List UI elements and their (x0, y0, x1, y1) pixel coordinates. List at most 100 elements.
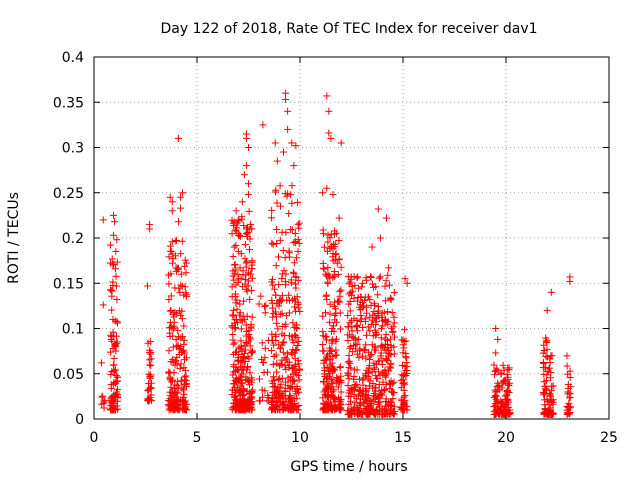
data-point (284, 125, 292, 133)
data-point (242, 271, 250, 279)
data-point (273, 402, 281, 410)
data-point (344, 369, 352, 377)
data-point (278, 406, 286, 414)
data-point (359, 298, 367, 306)
data-point (294, 371, 302, 379)
data-point (272, 333, 280, 341)
data-point (287, 279, 295, 287)
data-point (547, 391, 555, 399)
data-point (565, 409, 573, 417)
data-point (335, 214, 343, 222)
data-point (388, 388, 396, 396)
data-point (295, 304, 303, 312)
data-point (114, 373, 122, 381)
data-point (356, 386, 364, 394)
data-point (278, 309, 286, 317)
data-point (346, 397, 354, 405)
data-point (371, 409, 379, 417)
data-point (494, 398, 502, 406)
data-point (110, 361, 118, 369)
data-point (371, 395, 379, 403)
data-point (542, 334, 550, 342)
data-point (402, 353, 410, 361)
data-point (176, 288, 184, 296)
data-point (360, 345, 368, 353)
data-point (401, 397, 409, 405)
data-point (237, 337, 245, 345)
data-point (232, 290, 240, 298)
data-point (491, 410, 499, 418)
data-point (344, 312, 352, 320)
data-point (398, 404, 406, 412)
data-point (290, 323, 298, 331)
data-point (242, 376, 250, 384)
data-point (327, 384, 335, 392)
data-point (321, 403, 329, 411)
data-point (320, 243, 328, 251)
data-point (359, 279, 367, 287)
data-point (292, 332, 300, 340)
data-point (503, 370, 511, 378)
data-point (247, 349, 255, 357)
data-point (322, 270, 330, 278)
data-point (180, 364, 188, 372)
data-point (174, 406, 182, 414)
data-point (504, 373, 512, 381)
data-point (169, 310, 177, 318)
data-point (238, 213, 246, 221)
data-point (319, 259, 327, 267)
data-point (284, 107, 292, 115)
data-point (174, 218, 182, 226)
data-point (382, 409, 390, 417)
data-point (277, 202, 285, 210)
data-point (504, 364, 512, 372)
data-point (319, 347, 327, 355)
data-point (285, 210, 293, 218)
data-point (373, 330, 381, 338)
data-point (268, 206, 276, 214)
data-point (375, 357, 383, 365)
data-point (233, 227, 241, 235)
data-point (386, 381, 394, 389)
data-point (287, 383, 295, 391)
data-point (99, 216, 107, 224)
data-point (365, 382, 373, 390)
data-point (99, 301, 107, 309)
data-point (375, 312, 383, 320)
data-point (231, 325, 239, 333)
data-point (278, 270, 286, 278)
data-point (347, 407, 355, 415)
data-point (326, 372, 334, 380)
data-point (236, 374, 244, 382)
data-point (345, 400, 353, 408)
data-point (270, 352, 278, 360)
data-point (386, 405, 394, 413)
data-point (256, 375, 264, 383)
data-point (497, 370, 505, 378)
data-point (294, 341, 302, 349)
data-point (262, 301, 270, 309)
data-point (284, 358, 292, 366)
data-point (357, 311, 365, 319)
data-point (326, 344, 334, 352)
data-point (563, 362, 571, 370)
data-point (165, 347, 173, 355)
data-point (168, 207, 176, 215)
data-point (144, 282, 152, 290)
data-point (228, 230, 236, 238)
data-point (273, 239, 281, 247)
data-point (370, 299, 378, 307)
data-point (178, 315, 186, 323)
data-points (97, 89, 575, 418)
data-point (355, 284, 363, 292)
data-point (504, 381, 512, 389)
data-point (261, 309, 269, 317)
data-point (540, 391, 548, 399)
data-point (277, 389, 285, 397)
data-point (174, 326, 182, 334)
data-point (107, 333, 115, 341)
data-point (331, 243, 339, 251)
data-point (375, 381, 383, 389)
data-point (323, 184, 331, 192)
